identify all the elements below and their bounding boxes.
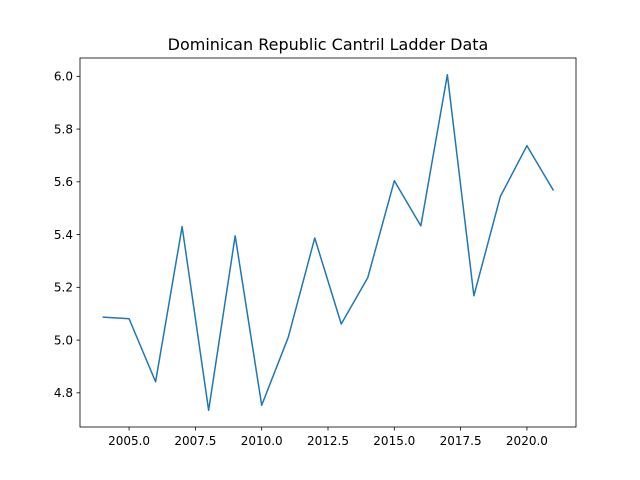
plot-frame xyxy=(79,57,577,428)
chart-title: Dominican Republic Cantril Ladder Data xyxy=(168,35,489,54)
x-tick-label: 2020.0 xyxy=(506,434,548,448)
y-tick-label: 5.4 xyxy=(54,228,73,242)
x-tick-label: 2012.5 xyxy=(307,434,349,448)
x-tick-label: 2007.5 xyxy=(174,434,216,448)
y-tick-label: 5.0 xyxy=(54,333,73,347)
x-tick-label: 2017.5 xyxy=(440,434,482,448)
y-tick-label: 6.0 xyxy=(54,70,73,84)
y-tick-label: 4.8 xyxy=(54,386,73,400)
y-tick-label: 5.6 xyxy=(54,175,73,189)
x-tick-label: 2005.0 xyxy=(108,434,150,448)
x-tick-label: 2010.0 xyxy=(241,434,283,448)
y-tick-label: 5.2 xyxy=(54,281,73,295)
y-axis: 4.8 5.0 5.2 5.4 5.6 5.8 6.0 xyxy=(54,70,80,400)
x-tick-label: 2015.0 xyxy=(373,434,415,448)
series-line-0 xyxy=(102,74,555,411)
series-layer xyxy=(102,74,555,411)
x-axis: 2005.0 2007.5 2010.0 2012.5 2015.0 2017.5 2020… xyxy=(108,427,548,448)
y-tick-label: 5.8 xyxy=(54,122,73,136)
